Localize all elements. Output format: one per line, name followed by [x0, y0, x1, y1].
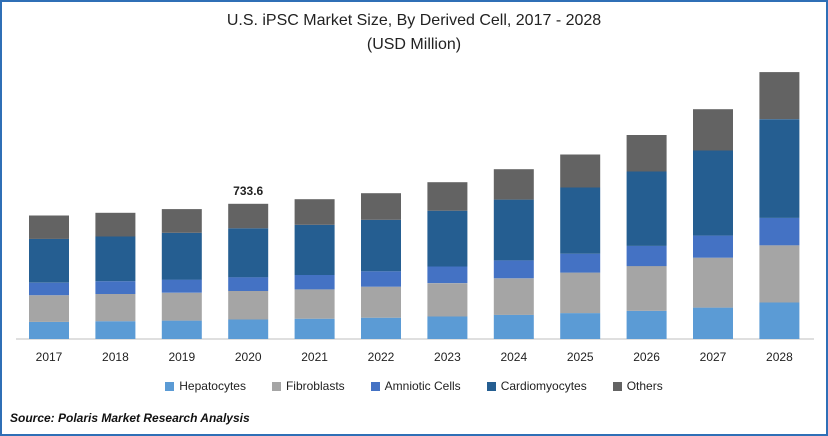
- legend-swatch-fibroblasts: [271, 381, 281, 391]
- x-tick-label-2025: 2025: [567, 350, 594, 364]
- bar-segment-others-2020: [228, 203, 269, 229]
- legend-label-amniotic-cells: Amniotic Cells: [384, 379, 461, 393]
- bar-segment-amniotic-cells-2023: [427, 266, 468, 284]
- bar-segment-amniotic-cells-2026: [626, 245, 667, 267]
- bar-segment-others-2022: [361, 193, 401, 220]
- bar-segment-fibroblasts-2018: [95, 294, 136, 322]
- legend-swatch-others: [612, 381, 622, 391]
- bar-segment-others-2023: [427, 182, 468, 211]
- bar-segment-cardiomyocytes-2025: [560, 187, 601, 254]
- x-tick-label-2021: 2021: [301, 350, 328, 364]
- bar-segment-cardiomyocytes-2017: [29, 238, 69, 283]
- x-tick-label-2028: 2028: [766, 350, 793, 364]
- bar-segment-amniotic-cells-2021: [294, 275, 335, 290]
- bar-segment-amniotic-cells-2024: [493, 260, 534, 279]
- bar-segment-cardiomyocytes-2019: [161, 232, 202, 280]
- bar-segment-hepatocytes-2026: [626, 310, 667, 339]
- bar-segment-others-2018: [95, 212, 136, 237]
- bar-segment-amniotic-cells-2017: [29, 282, 69, 296]
- legend-label-fibroblasts: Fibroblasts: [285, 379, 345, 393]
- chart-subtitle: (USD Million): [366, 36, 462, 53]
- bar-segment-others-2019: [161, 209, 202, 233]
- x-tick-label-2019: 2019: [168, 350, 195, 364]
- legend-label-cardiomyocytes: Cardiomyocytes: [500, 379, 587, 393]
- bar-segment-hepatocytes-2017: [29, 321, 69, 339]
- bar-segment-hepatocytes-2025: [560, 313, 601, 339]
- bar-segment-amniotic-cells-2022: [361, 271, 401, 287]
- bar-segment-amniotic-cells-2018: [95, 281, 136, 294]
- legend-item-hepatocytes: Hepatocytes: [165, 379, 246, 393]
- bar-segment-hepatocytes-2027: [693, 307, 733, 339]
- legend-swatch-hepatocytes: [165, 381, 175, 391]
- legend-item-amniotic-cells: Amniotic Cells: [370, 379, 461, 393]
- bar-segment-hepatocytes-2020: [228, 319, 269, 339]
- bar-segment-others-2017: [29, 215, 69, 239]
- x-tick-label-2027: 2027: [700, 350, 727, 364]
- bar-segment-hepatocytes-2019: [161, 320, 202, 339]
- bar-segment-cardiomyocytes-2022: [361, 219, 401, 272]
- bar-segment-fibroblasts-2024: [493, 278, 534, 315]
- bar-segment-fibroblasts-2025: [560, 272, 601, 314]
- legend-item-others: Others: [612, 379, 663, 393]
- bar-segment-cardiomyocytes-2026: [626, 171, 667, 246]
- bar-segment-fibroblasts-2028: [759, 245, 800, 303]
- bar-segment-fibroblasts-2019: [161, 292, 202, 321]
- bar-segment-cardiomyocytes-2027: [693, 150, 733, 236]
- x-tick-label-2018: 2018: [102, 350, 129, 364]
- legend-item-cardiomyocytes: Cardiomyocytes: [486, 379, 587, 393]
- chart-title: U.S. iPSC Market Size, By Derived Cell, …: [226, 12, 602, 29]
- bar-segment-fibroblasts-2023: [427, 283, 468, 317]
- bar-segment-hepatocytes-2024: [493, 314, 534, 339]
- bar-segment-fibroblasts-2017: [29, 295, 69, 322]
- x-tick-label-2026: 2026: [633, 350, 660, 364]
- legend-item-fibroblasts: Fibroblasts: [271, 379, 345, 393]
- bar-segment-fibroblasts-2026: [626, 266, 667, 311]
- chart-legend: Hepatocytes Fibroblasts Amniotic Cells Card…: [0, 379, 828, 393]
- bar-segment-amniotic-cells-2025: [560, 253, 601, 273]
- data-label-2020: 733.6: [233, 184, 263, 198]
- bar-segment-fibroblasts-2022: [361, 286, 401, 318]
- bar-segment-hepatocytes-2018: [95, 321, 136, 339]
- legend-label-others: Others: [626, 379, 663, 393]
- legend-swatch-cardiomyocytes: [486, 381, 496, 391]
- bar-segment-others-2021: [294, 199, 335, 225]
- bar-segment-cardiomyocytes-2023: [427, 210, 468, 267]
- bar-segment-others-2026: [626, 135, 667, 172]
- x-tick-label-2020: 2020: [235, 350, 262, 364]
- bar-segment-fibroblasts-2021: [294, 289, 335, 319]
- bar-segment-cardiomyocytes-2020: [228, 228, 269, 278]
- bar-segment-others-2025: [560, 154, 601, 188]
- bar-segment-hepatocytes-2022: [361, 317, 401, 339]
- bar-segment-cardiomyocytes-2024: [493, 199, 534, 261]
- source-note: Source: Polaris Market Research Analysis: [10, 411, 250, 425]
- bar-segment-amniotic-cells-2027: [693, 235, 733, 258]
- bar-segment-others-2028: [759, 72, 800, 120]
- x-tick-label-2024: 2024: [500, 350, 527, 364]
- bar-segment-hepatocytes-2023: [427, 316, 468, 339]
- legend-swatch-amniotic-cells: [370, 381, 380, 391]
- bar-segment-fibroblasts-2020: [228, 291, 269, 320]
- bar-segment-hepatocytes-2028: [759, 302, 800, 339]
- bar-segment-cardiomyocytes-2018: [95, 236, 136, 282]
- x-tick-label-2017: 2017: [36, 350, 63, 364]
- bar-segment-amniotic-cells-2019: [161, 279, 202, 293]
- legend-label-hepatocytes: Hepatocytes: [179, 379, 246, 393]
- bar-segment-fibroblasts-2027: [693, 257, 733, 308]
- x-tick-label-2023: 2023: [434, 350, 461, 364]
- x-tick-label-2022: 2022: [368, 350, 395, 364]
- bar-segment-others-2027: [693, 109, 733, 151]
- bar-segment-others-2024: [493, 169, 534, 200]
- bar-segment-cardiomyocytes-2021: [294, 224, 335, 275]
- bar-segment-amniotic-cells-2028: [759, 217, 800, 246]
- bar-segment-cardiomyocytes-2028: [759, 119, 800, 218]
- bar-segment-hepatocytes-2021: [294, 318, 335, 339]
- bar-segment-amniotic-cells-2020: [228, 277, 269, 291]
